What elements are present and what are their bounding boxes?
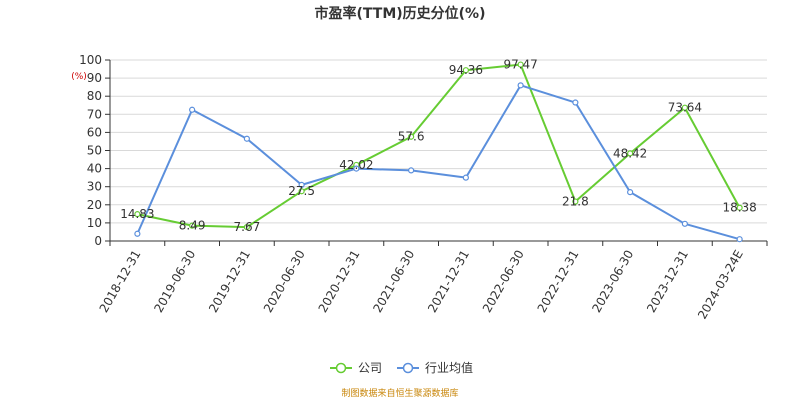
x-tick-label: 2019-12-31 [206, 248, 253, 315]
data-label-company: 48.42 [613, 146, 647, 160]
y-axis: 0 10 20 30 40 50 60 70 80 90 100 [79, 53, 111, 248]
data-point-industry [298, 181, 305, 188]
data-point-company [189, 222, 196, 229]
y-tick-label-70: 70 [87, 107, 102, 121]
data-label-company: 14.83 [120, 207, 154, 221]
series-line-industry [136, 84, 740, 241]
x-tick-label: 2022-12-31 [535, 248, 582, 315]
legend[interactable]: 公司 行业均值 [330, 360, 473, 375]
data-point-company [736, 204, 743, 211]
data-label-company: 42.02 [339, 158, 373, 172]
data-point-industry [408, 167, 415, 174]
series-layer [134, 61, 743, 243]
legend-item-industry[interactable]: 行业均值 [397, 360, 473, 375]
data-label-company: 97.47 [503, 58, 537, 72]
data-label-company: 27.5 [288, 184, 315, 198]
data-point-industry [627, 189, 634, 196]
legend-item-company[interactable]: 公司 [330, 361, 382, 375]
data-point-industry [572, 99, 579, 106]
data-point-industry [353, 165, 360, 172]
data-point-company [681, 104, 688, 111]
x-tick-label: 2019-06-30 [151, 248, 198, 315]
x-tick-label: 2022-06-30 [480, 248, 527, 315]
x-tick-label: 2018-12-31 [97, 248, 144, 315]
data-label-company: 8.49 [179, 219, 206, 233]
data-labels: 14.83 8.49 7.67 27.5 42.02 57.6 94.36 97.47 21.8… [120, 58, 757, 235]
data-point-company [298, 188, 305, 195]
data-point-industry [134, 230, 141, 237]
chart-title: 市盈率(TTM)历史分位(%) [315, 5, 486, 22]
grid [110, 59, 767, 242]
data-label-company: 73.64 [668, 101, 702, 115]
y-tick-label-50: 50 [87, 144, 102, 158]
data-label-company: 18.38 [722, 201, 756, 215]
data-point-company [627, 150, 634, 157]
x-tick-label: 2021-12-31 [425, 248, 472, 315]
data-label-company: 7.67 [234, 220, 261, 234]
x-tick-label: 2020-12-31 [316, 248, 363, 315]
y-tick-label-10: 10 [87, 216, 102, 230]
y-tick-label-40: 40 [87, 162, 102, 176]
y-tick-label-0: 0 [94, 234, 102, 248]
series-line-company [137, 63, 741, 229]
data-point-industry [517, 82, 524, 89]
x-tick-label: 2020-06-30 [261, 248, 308, 315]
x-tick-label: 2021-06-30 [370, 248, 417, 315]
x-tick-label: 2023-12-31 [644, 248, 691, 315]
data-label-company: 94.36 [449, 63, 483, 77]
y-tick-label-90: 90 [87, 71, 102, 85]
data-point-company [517, 61, 524, 68]
data-label-company: 57.6 [398, 130, 425, 144]
y-tick-label-100: 100 [79, 53, 102, 67]
x-axis: 2018-12-31 2019-06-30 2019-12-31 2020-06-30… [97, 241, 768, 322]
x-tick-label: 2023-06-30 [589, 248, 636, 315]
data-point-company [462, 67, 469, 74]
legend-marker-company [335, 362, 347, 374]
x-tick-label: 2024-03-24E [695, 248, 746, 322]
y-tick-label-80: 80 [87, 89, 102, 103]
data-label-company: 21.8 [562, 195, 589, 209]
y-tick-label-20: 20 [87, 198, 102, 212]
data-point-company [572, 198, 579, 205]
y-unit-label: (%) [71, 72, 87, 82]
data-point-company [408, 133, 415, 140]
y-tick-label-60: 60 [87, 125, 102, 139]
data-point-company [134, 211, 141, 218]
source-note: 制图数据来自恒生聚源数据库 [341, 387, 458, 399]
legend-label-company: 公司 [358, 361, 382, 375]
data-point-company [243, 224, 250, 231]
data-point-industry [462, 174, 469, 181]
legend-marker-industry [402, 362, 414, 374]
data-point-industry [243, 135, 250, 142]
legend-label-industry: 行业均值 [425, 360, 473, 375]
data-point-industry [681, 220, 688, 227]
data-point-industry [189, 106, 196, 113]
y-tick-label-30: 30 [87, 180, 102, 194]
data-point-industry [736, 236, 743, 243]
